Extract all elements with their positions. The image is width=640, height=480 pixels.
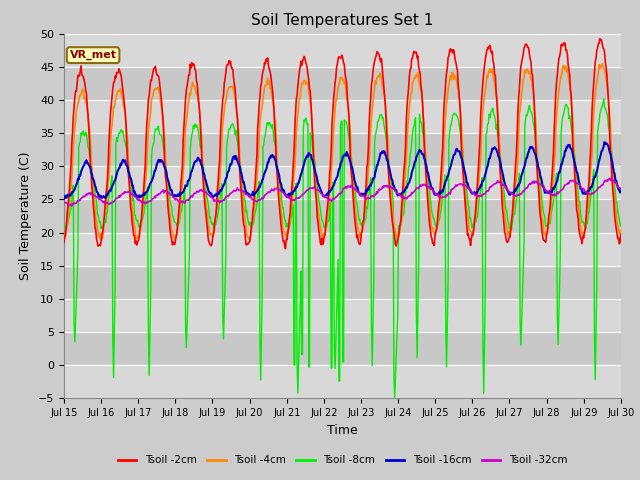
- X-axis label: Time: Time: [327, 424, 358, 437]
- Bar: [64, 365, 621, 398]
- Bar: [64, 266, 621, 299]
- Y-axis label: Soil Temperature (C): Soil Temperature (C): [19, 152, 33, 280]
- Bar: [64, 133, 621, 166]
- Bar: [64, 67, 621, 100]
- Bar: [64, 34, 621, 67]
- Title: Soil Temperatures Set 1: Soil Temperatures Set 1: [252, 13, 433, 28]
- Bar: [64, 299, 621, 332]
- Bar: [64, 166, 621, 199]
- Text: VR_met: VR_met: [70, 50, 116, 60]
- Bar: [64, 100, 621, 133]
- Legend: Tsoil -2cm, Tsoil -4cm, Tsoil -8cm, Tsoil -16cm, Tsoil -32cm: Tsoil -2cm, Tsoil -4cm, Tsoil -8cm, Tsoi…: [113, 451, 572, 469]
- Bar: [64, 332, 621, 365]
- Bar: [64, 199, 621, 233]
- Bar: [64, 233, 621, 266]
